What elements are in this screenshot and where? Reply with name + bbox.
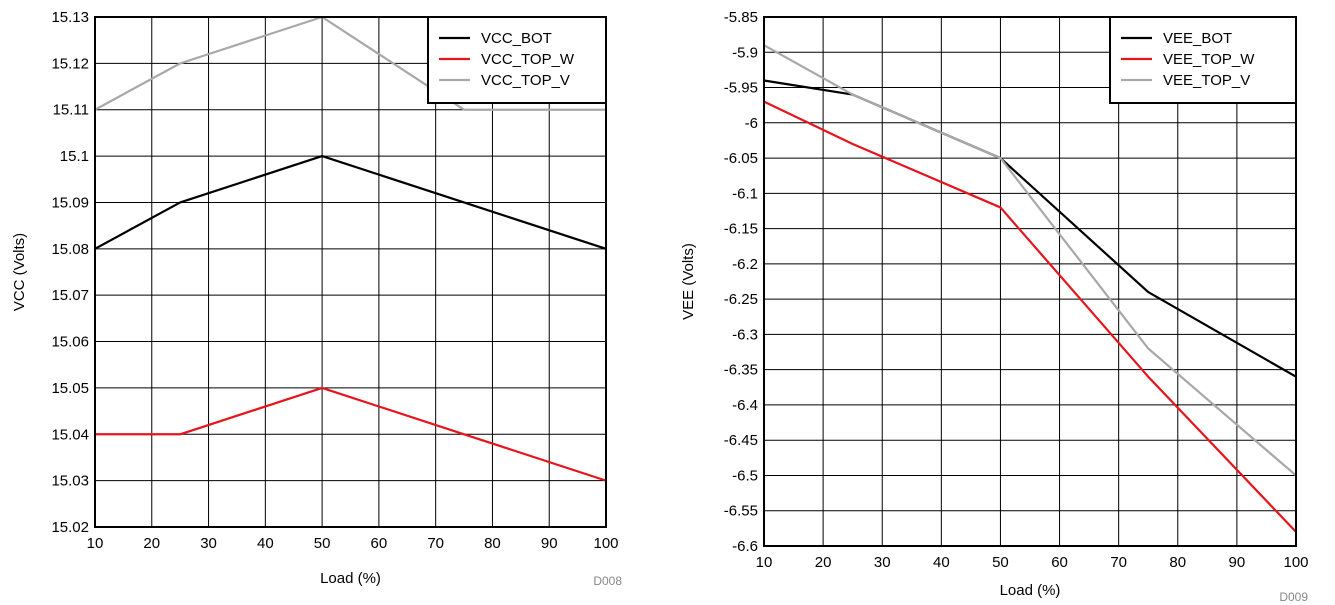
chart-id-label: D009 <box>1279 590 1308 604</box>
y-tick-label: 15.09 <box>51 194 89 211</box>
x-tick-label: 90 <box>541 535 558 552</box>
legend-label: VEE_TOP_W <box>1163 51 1255 68</box>
x-tick-label: 90 <box>1229 554 1246 571</box>
y-tick-label: 15.07 <box>51 287 89 304</box>
plot-border <box>763 16 1297 547</box>
y-tick-label: 15.13 <box>51 9 89 26</box>
x-tick-label: 40 <box>257 535 274 552</box>
plot-area <box>764 17 1296 546</box>
legend-label: VCC_BOT <box>481 30 552 47</box>
y-tick-label: -6.35 <box>724 362 758 379</box>
y-tick-label: -6.55 <box>724 503 758 520</box>
y-tick-label: -5.85 <box>724 9 758 26</box>
y-tick-label: -6.05 <box>724 150 758 167</box>
y-tick-label: 15.02 <box>51 519 89 536</box>
x-tick-label: 80 <box>1169 554 1186 571</box>
x-tick-label: 10 <box>87 535 104 552</box>
y-tick-label: 15.12 <box>51 55 89 72</box>
y-axis-label: VCC (Volts) <box>11 233 28 311</box>
y-tick-label: 15.11 <box>53 102 89 119</box>
chart-2: 10 20 30 40 50 60 70 80 90 100 -6.6 -6.55 -6.5 -6.45 -… <box>680 9 1309 604</box>
legend: VCC_BOT VCC_TOP_W VCC_TOP_V <box>427 16 607 104</box>
y-tick-label: -5.9 <box>732 44 758 61</box>
series-line-vcc-bot <box>94 154 607 250</box>
y-tick-label: -6.2 <box>732 256 758 273</box>
x-tick-label: 50 <box>992 554 1009 571</box>
y-tick-label: -6.4 <box>732 397 758 414</box>
x-tick-label: 100 <box>1283 554 1308 571</box>
x-tick-label: 30 <box>200 535 217 552</box>
x-axis-label: Load (%) <box>320 570 381 587</box>
y-tick-label: 15.04 <box>51 426 89 443</box>
x-tick-label: 100 <box>593 535 618 552</box>
y-tick-label: 15.05 <box>51 380 89 397</box>
series-line-vee-top-v <box>763 44 1297 477</box>
y-tick-label: -6.15 <box>724 221 758 238</box>
y-tick-label: -6.6 <box>732 538 758 555</box>
legend: VEE_BOT VEE_TOP_W VEE_TOP_V <box>1109 16 1297 104</box>
x-tick-label: 80 <box>484 535 501 552</box>
legend-label: VEE_TOP_V <box>1163 72 1250 89</box>
plot-border <box>94 16 607 528</box>
x-tick-label: 70 <box>1110 554 1127 571</box>
x-tick-label: 20 <box>815 554 832 571</box>
x-tick-label: 30 <box>874 554 891 571</box>
x-tick-label: 60 <box>1051 554 1068 571</box>
x-axis-label: Load (%) <box>1000 582 1061 599</box>
y-tick-label: 15.08 <box>51 241 89 258</box>
x-tick-label: 70 <box>427 535 444 552</box>
x-tick-label: 40 <box>933 554 950 571</box>
legend-label: VCC_TOP_V <box>481 72 570 89</box>
legend-label: VCC_TOP_W <box>481 51 575 68</box>
y-tick-label: -5.95 <box>724 80 758 97</box>
y-tick-label: -6.25 <box>724 291 758 308</box>
chart-1: 10 20 30 40 50 60 70 80 90 100 15.02 15.03 15.04 15.0… <box>11 9 622 588</box>
y-tick-label: -6.5 <box>732 467 758 484</box>
y-tick-label: 15.06 <box>51 334 89 351</box>
chart-id-label: D008 <box>593 574 622 588</box>
x-tick-label: 10 <box>756 554 773 571</box>
y-tick-label: 15.1 <box>60 148 89 165</box>
x-tick-label: 60 <box>371 535 388 552</box>
legend-label: VEE_BOT <box>1163 30 1232 47</box>
series-line-vcc-top-w <box>95 386 607 482</box>
x-tick-label: 50 <box>314 535 331 552</box>
y-tick-label: -6 <box>745 115 758 132</box>
series-line-vee-top-w <box>763 100 1297 533</box>
y-axis-label: VEE (Volts) <box>680 243 697 320</box>
y-tick-label: -6.1 <box>732 185 758 202</box>
y-tick-label: -6.3 <box>732 326 758 343</box>
y-tick-label: 15.03 <box>51 473 89 490</box>
y-tick-label: -6.45 <box>724 432 758 449</box>
x-tick-label: 20 <box>143 535 160 552</box>
